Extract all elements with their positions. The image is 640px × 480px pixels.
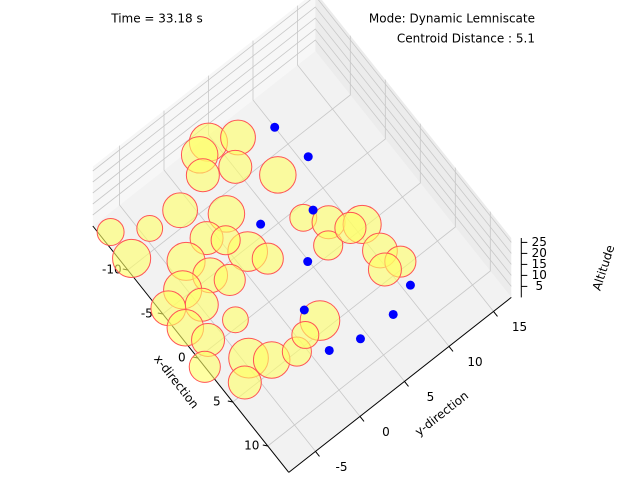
agent: [388, 309, 398, 319]
tick-mark: [448, 346, 454, 352]
tick-mark: [262, 444, 268, 447]
grid-line: [92, 0, 512, 243]
distance-label: Centroid Distance : 5.1: [397, 32, 535, 46]
obstacle: [334, 211, 367, 244]
obstacle: [222, 306, 249, 334]
time-label: Time = 33.18 s: [110, 12, 202, 26]
tick-mark: [404, 381, 409, 387]
grid-line: [297, 5, 494, 312]
z-tick-label: 15: [532, 257, 547, 271]
obstacle: [185, 158, 220, 193]
tick-mark: [227, 400, 233, 403]
tick-mark: [315, 451, 320, 457]
z-tick-label: 5: [535, 279, 543, 293]
agent: [303, 257, 313, 267]
y-tick-label: 0: [382, 425, 390, 439]
obstacle: [112, 238, 152, 278]
obstacle: [259, 156, 297, 194]
agent: [405, 280, 415, 290]
side-pane: [315, 0, 512, 298]
x-tick-label: -5: [141, 307, 153, 321]
z-tick-label: 25: [532, 235, 547, 249]
y-tick-label: 10: [467, 355, 482, 369]
agent: [355, 334, 365, 344]
agent: [270, 122, 280, 132]
grid-line: [267, 211, 491, 447]
obstacle: [218, 149, 253, 184]
obstacle: [220, 119, 256, 156]
tick-mark: [359, 416, 365, 422]
grid-line: [92, 39, 512, 287]
grid-line: [92, 28, 512, 276]
mode-label: Mode: Dynamic Lemniscate: [369, 12, 535, 26]
x-tick-label: 10: [244, 439, 259, 453]
x-tick-label: 5: [213, 395, 221, 409]
agent: [308, 205, 318, 215]
grid-line: [127, 35, 351, 271]
agent: [324, 345, 334, 355]
x-tick-label: 0: [178, 351, 186, 365]
back-pane: [92, 0, 316, 226]
y-tick-label: -5: [336, 460, 348, 474]
y-tick-label: 5: [427, 390, 435, 404]
obstacle: [210, 225, 241, 256]
z-axis-label: Altitude: [590, 243, 618, 292]
obstacle: [162, 192, 199, 229]
y-tick-label: 15: [512, 320, 527, 334]
obstacle: [313, 230, 344, 261]
obstacle: [367, 252, 402, 287]
tick-mark: [493, 311, 498, 317]
grid-line: [92, 17, 512, 265]
obstacle: [227, 365, 262, 400]
z-tick-label: 20: [532, 246, 547, 260]
obstacle: [136, 215, 164, 242]
agent: [299, 305, 309, 315]
grid-line: [92, 6, 512, 254]
y-axis-label: y-direction: [412, 388, 471, 438]
grid-line: [197, 123, 421, 359]
agent: [303, 152, 313, 162]
obstacle: [251, 242, 284, 275]
z-tick-label: 10: [532, 268, 547, 282]
obstacle: [213, 263, 246, 296]
y-axis: [288, 297, 512, 473]
obstacle: [96, 218, 125, 246]
agent: [256, 219, 266, 229]
obstacle: [291, 320, 320, 349]
obstacle: [188, 350, 221, 383]
